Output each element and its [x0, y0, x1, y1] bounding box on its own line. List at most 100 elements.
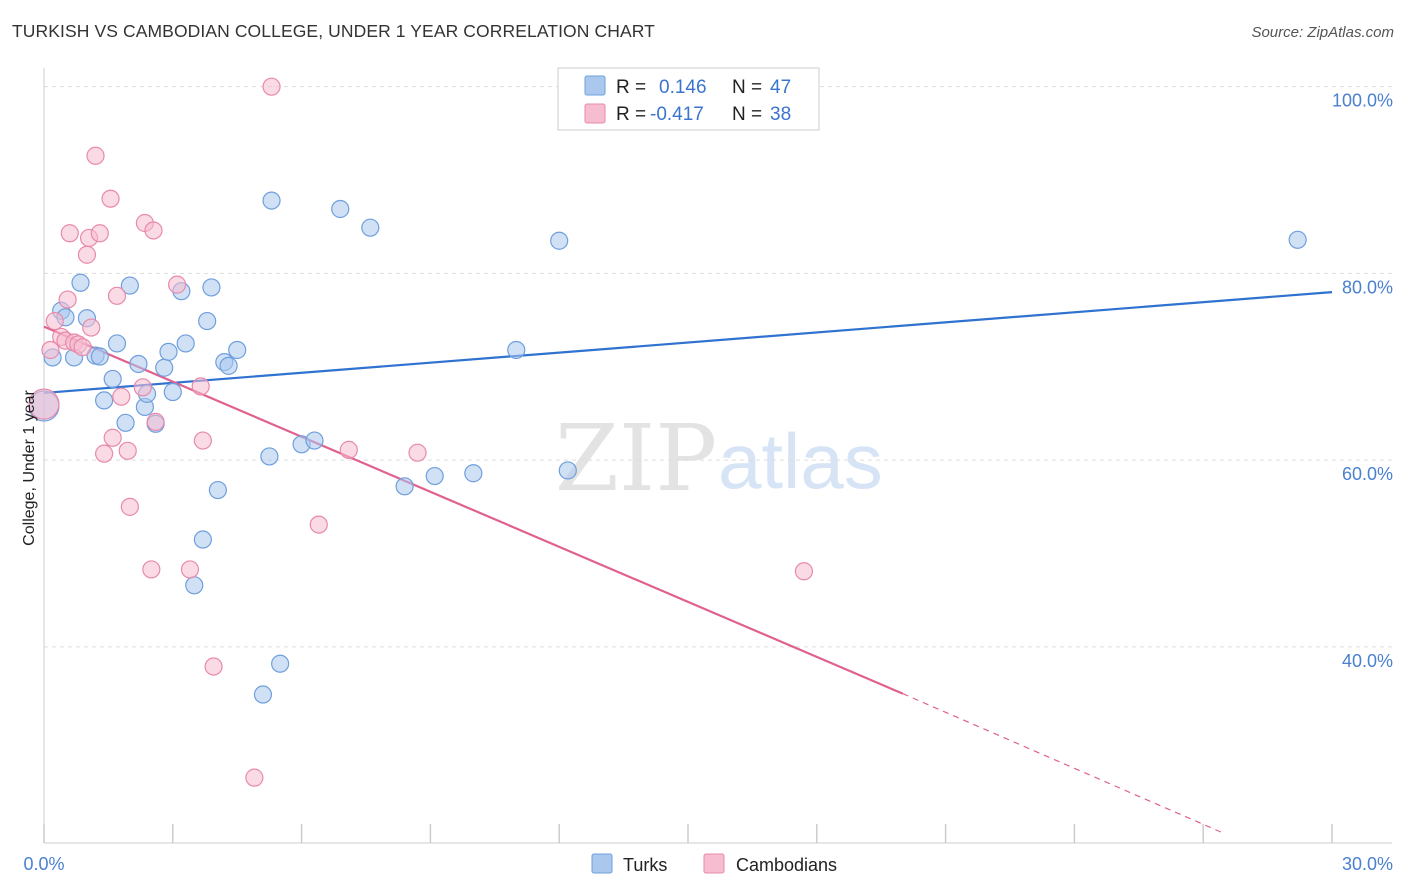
- point-cambodians: [60, 224, 79, 243]
- point-cambodians: [73, 338, 92, 357]
- point-cambodians: [103, 428, 122, 447]
- point-turks: [271, 654, 290, 673]
- grid-lines: [44, 86, 1392, 648]
- point-cambodians: [204, 657, 223, 676]
- point-cambodians: [28, 388, 60, 420]
- point-turks: [331, 199, 350, 219]
- legend-swatch-turks: [584, 75, 606, 96]
- point-cambodians: [133, 378, 152, 397]
- point-cambodians: [90, 224, 109, 243]
- point-turks: [193, 530, 212, 549]
- y-tick-label: 100.0%: [1332, 91, 1393, 111]
- point-cambodians: [112, 387, 131, 406]
- trend-line-cambodians: [43, 325, 904, 695]
- point-cambodians: [82, 318, 101, 337]
- point-turks: [464, 464, 483, 483]
- point-turks: [107, 334, 127, 353]
- legend-turks-r-label: R =: [616, 77, 646, 98]
- y-tick-label: 40.0%: [1342, 651, 1393, 671]
- legend-cambodians-n-label: N =: [732, 104, 762, 125]
- point-cambodians: [142, 560, 161, 579]
- source-attribution: Source: ZipAtlas.com: [1251, 24, 1394, 41]
- point-turks: [507, 340, 526, 360]
- legend-turks-r-value: 0.146: [659, 77, 707, 98]
- point-cambodians: [193, 431, 212, 450]
- point-turks: [176, 334, 195, 353]
- point-turks: [163, 382, 182, 402]
- x-tick-label: 30.0%: [1342, 854, 1393, 874]
- point-turks: [120, 276, 139, 295]
- point-turks: [558, 461, 577, 480]
- point-turks: [1288, 230, 1307, 249]
- point-turks: [185, 576, 204, 595]
- bottom-legend-swatch-cambodians: [703, 853, 725, 874]
- y-tick-label: 60.0%: [1342, 464, 1393, 484]
- trend-lines: [43, 290, 1333, 835]
- point-cambodians: [101, 189, 120, 208]
- point-cambodians: [107, 286, 127, 305]
- point-cambodians: [262, 77, 281, 96]
- point-turks: [395, 477, 414, 496]
- point-turks: [219, 356, 238, 375]
- point-turks: [90, 347, 109, 366]
- axes: [43, 68, 1392, 844]
- point-cambodians: [191, 377, 210, 396]
- legend-turks-n-value: 47: [770, 77, 791, 98]
- point-turks: [129, 354, 148, 374]
- point-turks: [71, 273, 90, 292]
- point-turks: [159, 342, 178, 361]
- trend-line-extension-cambodians: [902, 693, 1225, 835]
- point-cambodians: [58, 290, 77, 309]
- bottom-legend: Turks Cambodians: [591, 853, 837, 875]
- point-turks: [202, 278, 221, 297]
- legend-box: R = 0.146 N = 47 R = -0.417 N = 38: [557, 67, 820, 131]
- legend-cambodians-r-value: -0.417: [650, 104, 704, 125]
- point-cambodians: [144, 221, 163, 240]
- point-cambodians: [167, 275, 187, 294]
- legend-swatch-cambodians: [584, 103, 606, 124]
- legend-turks-n-label: N =: [732, 77, 762, 98]
- point-cambodians: [794, 562, 814, 581]
- point-turks: [198, 311, 217, 331]
- y-axis-title: College, Under 1 year: [21, 390, 38, 546]
- point-cambodians: [86, 146, 105, 165]
- point-turks: [228, 340, 247, 360]
- point-turks: [208, 480, 227, 500]
- point-cambodians: [95, 444, 114, 463]
- tick-labels: 40.0% 60.0% 80.0% 100.0% 0.0% 30.0%: [23, 91, 1393, 874]
- point-turks: [305, 431, 324, 450]
- watermark-atlas: atlas: [718, 417, 883, 505]
- point-cambodians: [120, 497, 139, 516]
- point-turks: [425, 466, 444, 486]
- point-turks: [262, 191, 281, 210]
- point-cambodians: [146, 412, 165, 431]
- point-turks: [361, 218, 380, 237]
- x-tick-label: 0.0%: [23, 854, 64, 874]
- legend-cambodians-n-value: 38: [770, 104, 791, 125]
- chart-title: TURKISH VS CAMBODIAN COLLEGE, UNDER 1 YE…: [12, 21, 655, 41]
- data-points: [28, 76, 1307, 787]
- bottom-legend-cambodians: Cambodians: [736, 855, 837, 875]
- point-turks: [550, 231, 569, 250]
- point-cambodians: [45, 311, 64, 331]
- point-turks: [253, 685, 273, 704]
- point-cambodians: [180, 560, 200, 579]
- point-turks: [116, 413, 135, 432]
- point-cambodians: [41, 340, 60, 360]
- point-cambodians: [309, 515, 328, 534]
- y-tick-label: 80.0%: [1342, 277, 1393, 297]
- point-turks: [155, 358, 174, 377]
- point-turks: [103, 369, 122, 389]
- point-turks: [95, 391, 114, 410]
- point-cambodians: [408, 443, 427, 462]
- point-turks: [260, 447, 279, 466]
- point-cambodians: [118, 441, 137, 460]
- point-cambodians: [339, 440, 358, 459]
- bottom-legend-swatch-turks: [591, 853, 613, 874]
- trend-line-turks: [43, 290, 1333, 395]
- legend-cambodians-r-label: R =: [616, 104, 646, 125]
- point-cambodians: [77, 245, 97, 264]
- point-cambodians: [245, 768, 264, 787]
- bottom-legend-turks: Turks: [623, 855, 667, 875]
